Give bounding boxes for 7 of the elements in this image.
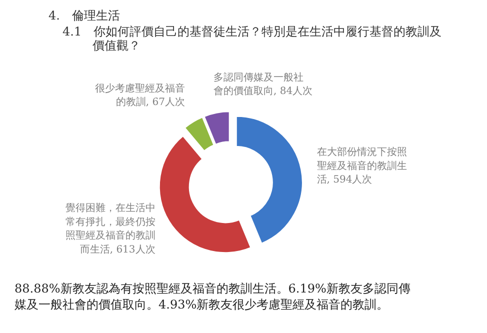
- slice-label: 多認同傳媒及一般社會的價值取向, 84人次: [214, 71, 313, 98]
- chart-subtitle: 4.1 你如何評價自己的基督徒生活？特別是在生活中履行基督的教訓及價值觀？: [62, 24, 442, 52]
- text: 88.88%新教友認為有按照聖經及福音的教訓生活。6.19%新教友多認同傳媒及一般社會的價值取向。4.93%新教友很少考慮聖經及福音的教訓。: [14, 282, 410, 312]
- slice-label: 在大部份情況下按照聖經及福音的教訓生活, 594人次: [316, 146, 407, 186]
- chart-title: 4. 倫理生活: [48, 8, 120, 22]
- slice-label: 覺得困難，在生活中常有掙扎，最終仍按照聖經及福音的教訓而生活, 613人次: [65, 202, 156, 256]
- slice-label: 很少考慮聖經及福音的教訓, 67人次: [94, 82, 185, 108]
